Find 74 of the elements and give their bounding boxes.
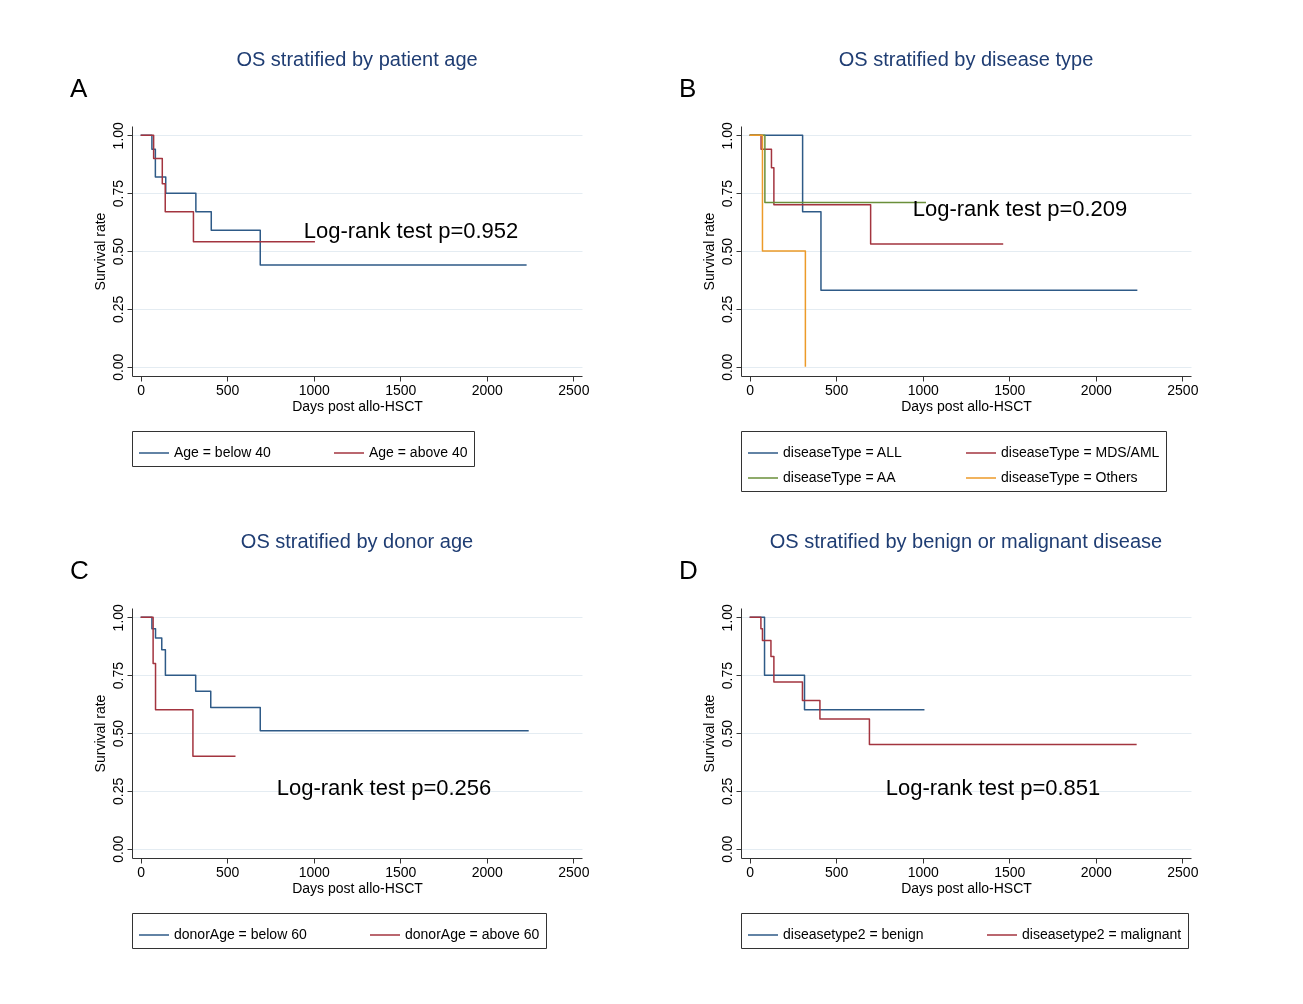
x-tick-label: 2500 [558,381,590,398]
legend-label: diseaseType = ALL [783,444,902,460]
y-tick-label: 1.00 [109,603,126,632]
chart-title: OS stratified by donor age [240,530,474,552]
annotation: Log-rank test p=0.209 [912,195,1128,221]
x-tick-label: 500 [216,863,240,880]
y-tick-label: 0.50 [109,719,126,748]
y-tick-label: 0.00 [718,353,735,381]
x-tick-label: 1500 [385,381,417,398]
y-tick-label: 0.75 [109,661,126,690]
annotation: Log-rank test p=0.851 [885,775,1101,800]
x-tick-label: 1000 [298,381,331,398]
x-tick-label: 1500 [385,863,417,880]
x-tick-label: 2500 [1167,863,1199,880]
y-tick-label: 0.00 [109,353,126,381]
text: A [70,73,88,103]
text: B [679,73,697,103]
chart-title: OS stratified by patient age [236,48,478,70]
y-tick-label: 1.00 [718,603,735,632]
x-axis-title: Days post allo-HSCT [292,397,424,414]
legend-label: diseaseType = Others [1001,469,1138,485]
x-tick-label: 1000 [907,863,940,880]
chart-title: OS stratified by disease type [838,48,1094,70]
y-axis-title: Survival rate [91,212,108,291]
x-axis-title: Days post allo-HSCT [292,879,424,896]
text: D [679,555,698,585]
legend-label: diseaseType = AA [783,469,897,485]
x-tick-label: 1500 [994,863,1026,880]
y-tick-label: 0.50 [109,237,126,266]
y-tick-label: 0.25 [109,777,126,805]
x-tick-label: 500 [825,863,849,880]
x-tick-label: 500 [216,381,240,398]
x-tick-label: 0 [137,863,146,880]
y-tick-label: 0.75 [109,179,126,208]
annotation: Log-rank test p=0.256 [276,775,492,800]
x-tick-label: 1500 [994,381,1026,398]
y-axis-title: Survival rate [700,212,717,291]
legend-label: Age = below 40 [174,444,272,460]
legend-label: diseaseType = MDS/AML [1001,444,1160,460]
y-tick-label: 0.75 [718,179,735,208]
legend-label: diseasetype2 = malignant [1022,926,1182,942]
chart-title: OS stratified by benign or malignant disease [769,530,1163,552]
x-axis-title: Days post allo-HSCT [901,397,1033,414]
y-tick-label: 0.50 [718,719,735,748]
legend-label: donorAge = above 60 [405,926,540,942]
y-tick-label: 1.00 [718,121,735,150]
x-tick-label: 2500 [1167,381,1199,398]
x-tick-label: 0 [746,863,755,880]
text: C [70,555,89,585]
x-axis-title: Days post allo-HSCT [901,879,1033,896]
x-tick-label: 2000 [471,863,504,880]
y-tick-label: 0.00 [718,835,735,863]
x-tick-label: 2000 [1080,381,1113,398]
x-tick-label: 500 [825,381,849,398]
y-tick-label: 0.25 [718,777,735,805]
y-tick-label: 0.25 [109,295,126,323]
y-axis-title: Survival rate [700,694,717,773]
x-tick-label: 0 [746,381,755,398]
x-tick-label: 1000 [907,381,940,398]
x-tick-label: 0 [137,381,146,398]
x-tick-label: 2500 [558,863,590,880]
x-tick-label: 2000 [1080,863,1113,880]
y-tick-label: 0.00 [109,835,126,863]
x-tick-label: 2000 [471,381,504,398]
y-tick-label: 1.00 [109,121,126,150]
y-tick-label: 0.50 [718,237,735,266]
legend-label: diseasetype2 = benign [783,926,924,942]
y-tick-label: 0.25 [718,295,735,323]
legend-label: Age = above 40 [369,444,468,460]
legend-label: donorAge = below 60 [174,926,307,942]
annotation: Log-rank test p=0.952 [303,218,519,243]
x-tick-label: 1000 [298,863,331,880]
y-tick-label: 0.75 [718,661,735,690]
y-axis-title: Survival rate [91,694,108,773]
